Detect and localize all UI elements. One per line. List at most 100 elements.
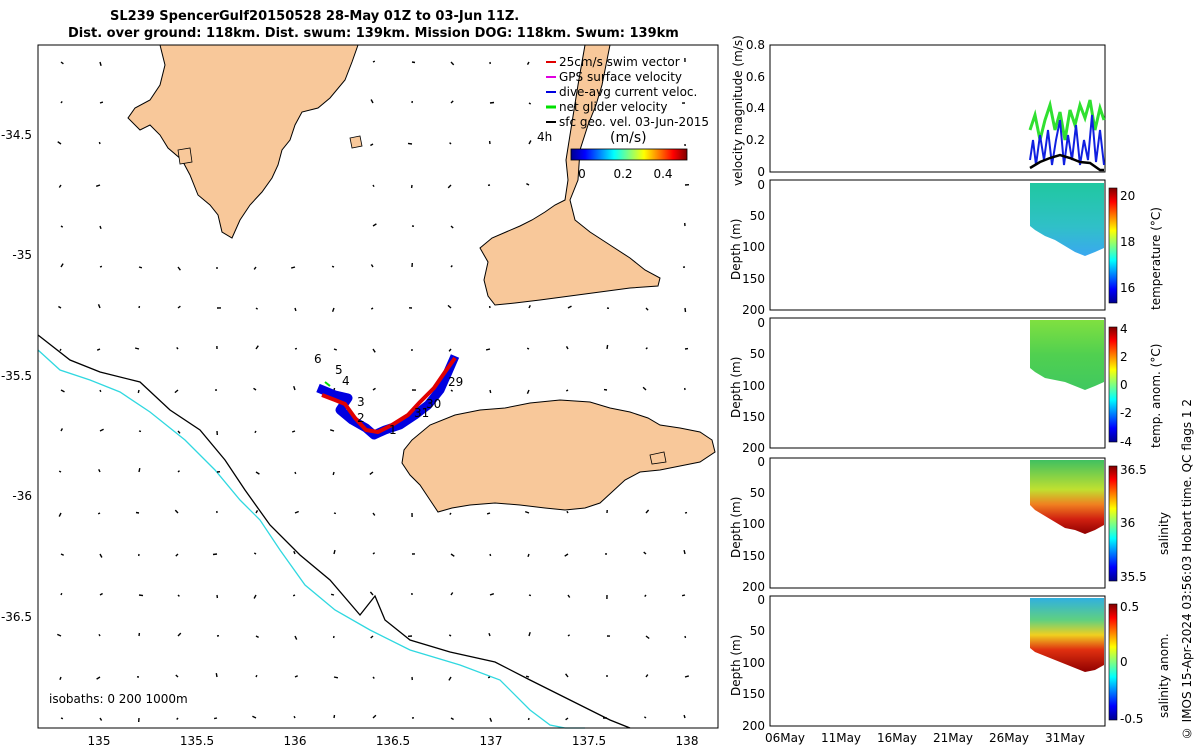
geo-velocity-arrow [99, 61, 102, 66]
geo-velocity-arrow [684, 675, 689, 678]
geo-velocity-arrow [175, 674, 179, 678]
geo-velocity-arrow [253, 552, 257, 555]
swim-vector-track [321, 356, 457, 434]
geo-velocity-arrow [99, 592, 103, 596]
imos-credit: © IMOS 15-Apr-2024 03:56:03 Hobart time.… [1180, 398, 1194, 740]
geo-velocity-arrow [97, 304, 101, 309]
geo-velocity-arrow [370, 99, 374, 104]
geo-velocity-arrow [407, 142, 413, 145]
geo-velocity-arrow [565, 346, 569, 350]
geo-velocity-arrow [57, 141, 62, 145]
temp-anomaly-ylabel: Depth (m) [729, 357, 743, 418]
velocity-blue-series [1029, 114, 1105, 166]
geo-velocity-arrow [294, 510, 299, 514]
x-tick: 06May [765, 731, 805, 745]
geo-velocity-arrow [99, 265, 103, 268]
colorbar-tick: 0.4 [653, 167, 672, 181]
y-tick: 0.6 [746, 70, 765, 84]
geo-velocity-arrow [59, 676, 62, 681]
geo-velocity-arrow [369, 591, 374, 596]
geo-velocity-arrow [294, 307, 297, 312]
geo-velocity-arrow [450, 553, 455, 557]
geo-velocity-arrow [372, 676, 375, 679]
cbar-tick: 2 [1120, 350, 1128, 364]
y-tick: 200 [742, 719, 765, 733]
colorbar-title: (m/s) [610, 130, 647, 146]
geo-velocity-arrow [98, 141, 101, 145]
geo-velocity-arrow [98, 633, 101, 637]
geo-velocity-arrow [291, 430, 296, 433]
geo-velocity-arrow [450, 100, 454, 104]
geo-velocity-arrow [645, 509, 650, 514]
x-tick: 137 [480, 734, 503, 748]
salinity-anomaly-section [1030, 598, 1104, 672]
y-tick: -36.5 [1, 610, 32, 624]
velocity-y-ticks: 0 0.2 0.4 0.6 0.8 [746, 38, 765, 179]
isobaths-label: isobaths: 0 200 1000m [49, 692, 188, 706]
geo-velocity-arrow [645, 307, 649, 311]
geo-velocity-arrow [60, 100, 63, 104]
geo-velocity-arrow [489, 101, 495, 104]
map-background [38, 45, 718, 728]
geo-velocity-arrow [526, 347, 530, 350]
geo-velocity-arrow [331, 265, 335, 268]
geo-velocity-arrow [177, 632, 182, 637]
geo-velocity-arrow [331, 307, 335, 313]
geo-velocity-arrows [57, 57, 690, 723]
geo-velocity-arrow [95, 184, 101, 187]
geo-velocity-arrow [683, 549, 686, 555]
glider-track [316, 354, 460, 440]
geo-velocity-arrow [215, 672, 218, 678]
x-tick: 16May [877, 731, 917, 745]
geo-velocity-arrow [645, 347, 648, 350]
geo-velocity-arrow [253, 266, 257, 270]
chart-subtitle: Dist. over ground: 118km. Dist. swum: 13… [68, 26, 679, 41]
geo-velocity-arrow [528, 140, 532, 145]
geo-velocity-arrow [565, 673, 569, 678]
map-frame [37, 44, 719, 729]
geo-velocity-arrow [643, 551, 647, 555]
y-tick: 200 [742, 441, 765, 455]
geo-velocity-arrow [372, 223, 377, 227]
geo-velocity-arrow [372, 552, 376, 555]
y-tick: 100 [742, 240, 765, 254]
geo-velocity-arrow [329, 429, 335, 432]
y-tick: 100 [742, 517, 765, 531]
geo-velocity-arrow [369, 471, 374, 475]
y-tick: 150 [742, 410, 765, 424]
track-label: 1 [389, 423, 397, 437]
geo-velocity-arrow [333, 512, 337, 515]
net-glider-track [324, 381, 331, 387]
geo-velocity-arrow [449, 512, 452, 516]
geo-velocity-arrow [488, 632, 491, 637]
geo-velocity-arrow [138, 305, 141, 309]
geo-velocity-arrow [370, 143, 374, 147]
geo-velocity-arrow [58, 512, 62, 517]
geo-velocity-arrow [294, 471, 297, 475]
geo-velocity-arrow [60, 553, 65, 556]
cbar-tick: -2 [1120, 406, 1132, 420]
geo-velocity-arrow [255, 307, 259, 310]
temp-anomaly-colorbar [1108, 326, 1118, 443]
geo-velocity-arrow [333, 387, 336, 391]
geo-velocity-arrow [99, 428, 104, 432]
geo-velocity-arrow [60, 717, 64, 720]
small-island-3 [649, 451, 667, 465]
geo-velocity-arrow [683, 714, 686, 719]
track-day-labels: 6 5 4 3 2 1 31 30 29 [314, 352, 463, 437]
salinity-anomaly-y-ticks: 0 50 100 150 200 [742, 593, 765, 733]
y-tick: -35 [12, 248, 32, 262]
temp-anomaly-y-ticks: 0 50 100 150 200 [742, 316, 765, 455]
temperature-section [1030, 183, 1104, 256]
y-tick: -35.5 [1, 369, 32, 383]
salinity-colorbar [1108, 465, 1118, 582]
y-tick: 0 [757, 455, 765, 469]
cbar-tick: -4 [1120, 435, 1132, 449]
geo-velocity-arrow [177, 266, 181, 271]
y-tick: 100 [742, 379, 765, 393]
geo-velocity-arrow [99, 553, 103, 558]
temperature-y-ticks: 0 50 100 150 200 [742, 178, 765, 317]
geo-velocity-arrow [255, 635, 259, 639]
geo-velocity-arrow [255, 674, 258, 678]
legend-label: dive-avg current veloc. [559, 85, 697, 99]
